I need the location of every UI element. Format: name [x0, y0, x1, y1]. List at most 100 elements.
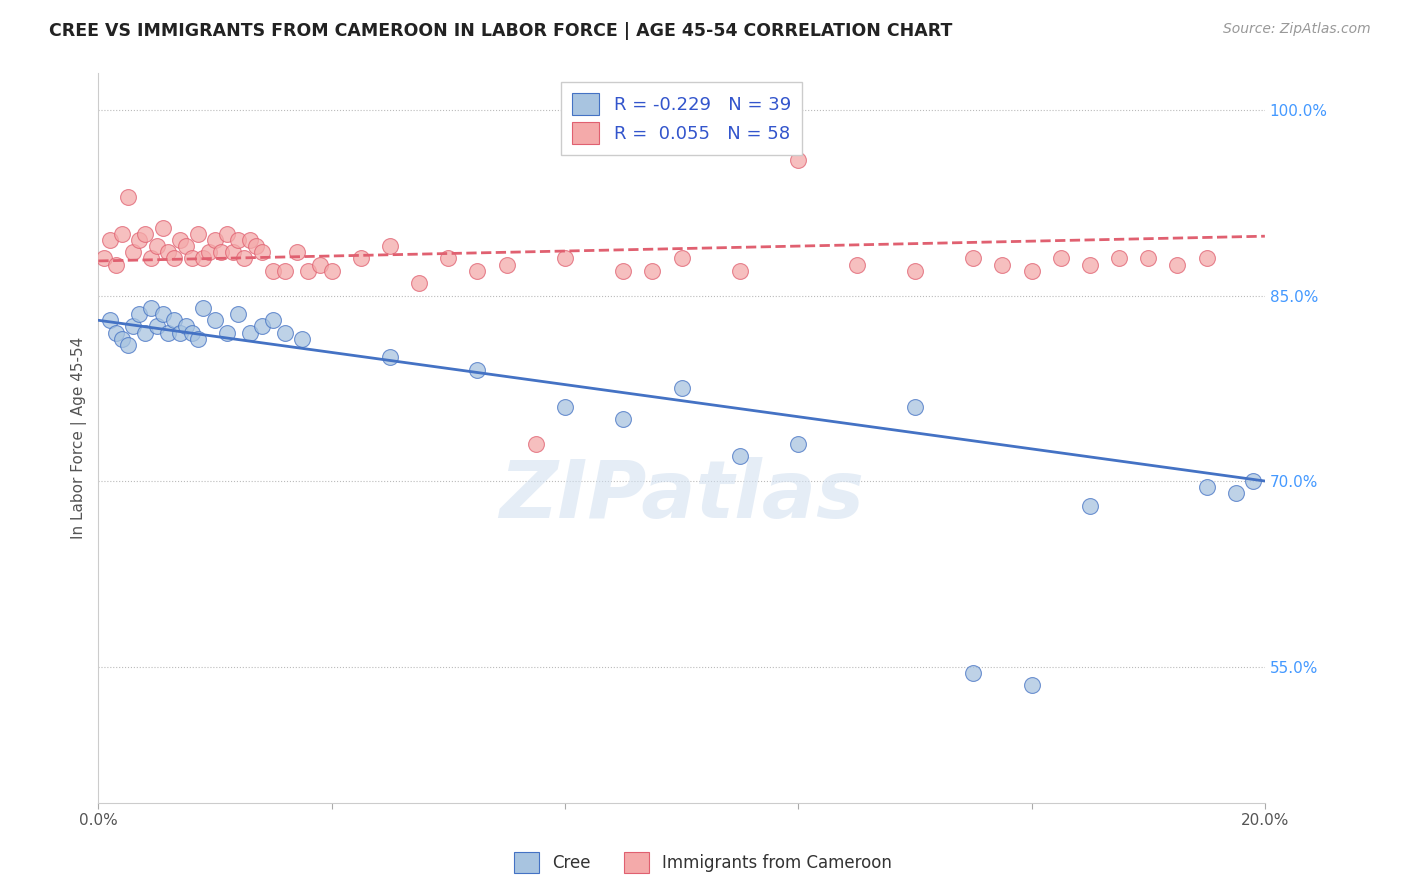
Point [215, 326, 238, 340]
Point [297, 264, 319, 278]
Point [163, 313, 186, 327]
Point [180, 252, 202, 266]
Y-axis label: In Labor Force | Age 45-54: In Labor Force | Age 45-54 [72, 336, 87, 539]
Point [612, 412, 634, 426]
Point [157, 245, 180, 260]
Point [671, 252, 693, 266]
Point [728, 264, 751, 278]
Point [962, 665, 984, 680]
Text: ZIPatlas: ZIPatlas [499, 457, 865, 535]
Point [111, 332, 134, 346]
Point [104, 326, 127, 340]
Point [134, 227, 156, 241]
Point [285, 245, 308, 260]
Point [98, 233, 121, 247]
Point [145, 239, 167, 253]
Point [845, 258, 868, 272]
Point [152, 220, 174, 235]
Point [554, 400, 576, 414]
Point [193, 301, 215, 315]
Point [245, 239, 267, 253]
Point [111, 227, 134, 241]
Text: Source: ZipAtlas.com: Source: ZipAtlas.com [1223, 22, 1371, 37]
Point [93, 252, 115, 266]
Point [467, 363, 489, 377]
Point [169, 326, 191, 340]
Point [274, 264, 297, 278]
Point [204, 233, 226, 247]
Point [1078, 499, 1101, 513]
Point [128, 307, 150, 321]
Point [250, 245, 273, 260]
Point [122, 319, 145, 334]
Point [157, 326, 180, 340]
Point [728, 450, 751, 464]
Point [274, 326, 297, 340]
Point [309, 258, 332, 272]
Point [221, 245, 243, 260]
Point [378, 351, 401, 365]
Point [122, 245, 145, 260]
Point [98, 313, 121, 327]
Point [139, 301, 162, 315]
Point [1108, 252, 1130, 266]
Point [991, 258, 1014, 272]
Point [228, 307, 250, 321]
Point [671, 381, 693, 395]
Point [904, 264, 927, 278]
Point [1166, 258, 1188, 272]
Point [1225, 486, 1247, 500]
Point [408, 276, 430, 290]
Point [174, 319, 197, 334]
Point [904, 400, 927, 414]
Point [239, 233, 262, 247]
Point [152, 307, 174, 321]
Legend: Cree, Immigrants from Cameroon: Cree, Immigrants from Cameroon [508, 846, 898, 880]
Point [104, 258, 127, 272]
Point [1021, 264, 1043, 278]
Point [215, 227, 238, 241]
Point [1137, 252, 1160, 266]
Point [1195, 252, 1218, 266]
Point [139, 252, 162, 266]
Point [186, 332, 208, 346]
Point [641, 264, 664, 278]
Point [117, 189, 139, 203]
Point [1021, 678, 1043, 692]
Point [180, 326, 202, 340]
Point [117, 338, 139, 352]
Point [321, 264, 343, 278]
Legend: R = -0.229   N = 39, R =  0.055   N = 58: R = -0.229 N = 39, R = 0.055 N = 58 [561, 82, 801, 155]
Point [145, 319, 167, 334]
Point [1241, 474, 1264, 488]
Point [612, 264, 634, 278]
Point [291, 332, 314, 346]
Point [128, 233, 150, 247]
Point [239, 326, 262, 340]
Point [1078, 258, 1101, 272]
Point [787, 437, 810, 451]
Point [186, 227, 208, 241]
Point [495, 258, 517, 272]
Point [233, 252, 256, 266]
Point [554, 252, 576, 266]
Point [350, 252, 373, 266]
Text: CREE VS IMMIGRANTS FROM CAMEROON IN LABOR FORCE | AGE 45-54 CORRELATION CHART: CREE VS IMMIGRANTS FROM CAMEROON IN LABO… [49, 22, 953, 40]
Point [134, 326, 156, 340]
Point [962, 252, 984, 266]
Point [787, 153, 810, 167]
Point [174, 239, 197, 253]
Point [467, 264, 489, 278]
Point [437, 252, 460, 266]
Point [198, 245, 221, 260]
Point [163, 252, 186, 266]
Point [524, 437, 547, 451]
Point [250, 319, 273, 334]
Point [193, 252, 215, 266]
Point [378, 239, 401, 253]
Point [209, 245, 232, 260]
Point [228, 233, 250, 247]
Point [1049, 252, 1071, 266]
Point [262, 313, 284, 327]
Point [169, 233, 191, 247]
